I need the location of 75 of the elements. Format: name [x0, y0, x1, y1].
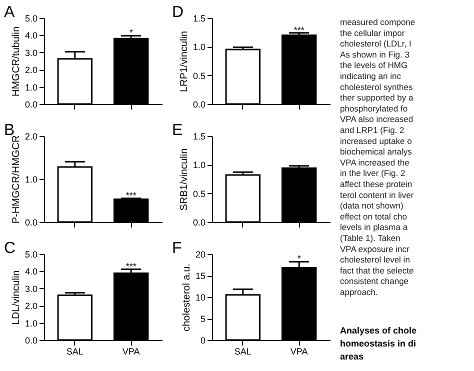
y-axis-title: LRP1/vinculin	[178, 30, 190, 92]
y-tick-label: 1.0	[24, 318, 38, 328]
y-tick-label: 0.0	[24, 336, 38, 346]
annotation: ***	[294, 24, 305, 35]
text: and LRP1 (Fig. 2	[340, 125, 405, 135]
y-tick-label: 4.0	[24, 30, 38, 41]
chart-title: F	[172, 240, 182, 257]
text: the cellular impor	[340, 28, 405, 38]
y-axis-title: P-HMGCR/HMGCR	[10, 135, 22, 224]
text: biochemical analys	[340, 146, 412, 157]
text: cholesterol synthes	[340, 82, 413, 92]
chart-title: E	[172, 122, 183, 139]
y-tick-label: 5	[200, 314, 206, 324]
chart-title: D	[172, 4, 184, 21]
y-tick-label: 1.0	[192, 160, 206, 170]
annotation: *	[129, 28, 134, 38]
y-tick-label: 4.0	[24, 266, 38, 277]
y-axis-title: cholesterol a.u.	[181, 264, 192, 332]
y-tick-label: 2.0	[24, 301, 38, 312]
y-tick-label: 1.0	[192, 42, 206, 52]
y-axis-title: HMGCR/tubulin	[10, 26, 22, 97]
text: phosphorylated fo	[340, 103, 408, 114]
annotation: ***	[126, 261, 137, 272]
y-axis-title: LDL/vinculin	[10, 270, 22, 325]
text: Analyses of chole homeostasis in di areas	[340, 326, 417, 362]
annotation: *	[297, 254, 302, 264]
text: indicating an inc	[340, 71, 402, 81]
y-tick-label: 1.0	[24, 174, 38, 184]
text: levels in plasma a	[340, 222, 408, 232]
y-tick-label: 15	[195, 271, 206, 281]
text: VPA increased the	[340, 157, 410, 168]
annotation: ***	[126, 190, 137, 200]
y-tick-label: 20	[195, 250, 206, 260]
y-tick-label: 3.0	[24, 284, 38, 294]
y-tick-label: 1.5	[192, 14, 206, 24]
y-tick-label: 0.5	[192, 70, 206, 81]
y-tick-label: 1.5	[192, 132, 206, 142]
y-axis-title: SRB1/vinculin	[178, 148, 190, 211]
text: As shown in Fig. 3	[340, 49, 410, 60]
y-tick-label: 0	[200, 336, 206, 346]
y-tick-label: 0.5	[192, 188, 206, 199]
chart-title: C	[4, 240, 16, 257]
y-tick-label: 5.0	[24, 250, 38, 260]
chart-title: A	[4, 4, 15, 21]
y-tick-label: 10	[195, 292, 206, 302]
text: increased uptake o	[340, 136, 412, 146]
y-tick-label: 0.0	[192, 218, 206, 228]
x-tick-label: SAL	[66, 346, 84, 356]
y-tick-label: 5.0	[24, 14, 38, 24]
y-tick-label: 0.0	[24, 218, 38, 228]
text: consistent change	[340, 276, 409, 286]
text: VPA also increased	[340, 114, 414, 124]
y-tick-label: 0.0	[192, 100, 206, 110]
x-tick-label: VPA	[122, 346, 140, 356]
text: ther supported by a	[340, 92, 414, 103]
text: cholesterol (LDLr, I	[340, 38, 412, 49]
y-tick-label: 0.0	[24, 100, 38, 110]
text: affect these protein	[340, 179, 412, 189]
x-tick-label: SAL	[234, 346, 252, 356]
y-tick-label: 2.0	[24, 65, 38, 76]
text: in the liver (Fig. 2	[340, 168, 406, 178]
text: terol content in liver	[340, 190, 414, 200]
y-tick-label: 1.0	[24, 82, 38, 92]
x-tick-label: VPA	[290, 346, 308, 356]
text: (data not shown)	[340, 200, 404, 211]
text: approach.	[340, 287, 378, 297]
y-tick-label: 2.0	[24, 132, 38, 142]
text: effect on total cho	[340, 211, 408, 222]
y-tick-label: 3.0	[24, 48, 38, 58]
text: VPA exposure incr	[340, 244, 410, 254]
text: fact that the selecte	[340, 265, 414, 276]
text: the levels of HMG	[340, 60, 408, 70]
text: (Table 1). Taken	[340, 233, 401, 243]
text: cholesterol level in	[340, 254, 410, 265]
text: measured compone	[340, 17, 416, 27]
